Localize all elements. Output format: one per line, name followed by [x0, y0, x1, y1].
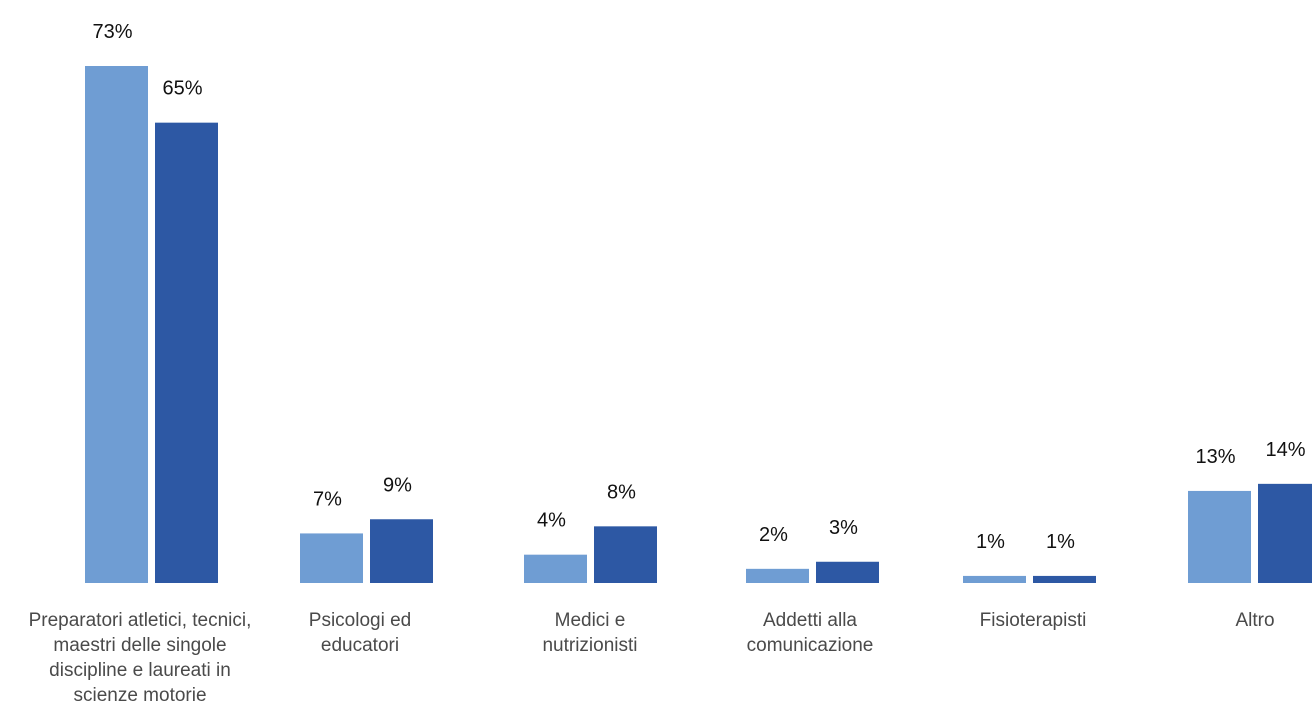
bar-s2-c3	[594, 526, 657, 583]
bar-s1-c6	[1188, 490, 1251, 583]
data-label-s1-c1: 73%	[92, 21, 132, 43]
data-label-s1-c5: 1%	[976, 531, 1005, 553]
x-tick-label-5: Fisioterapisti	[979, 610, 1087, 631]
data-label-s1-c2: 7%	[313, 488, 342, 510]
bar-s2-c5	[1033, 575, 1096, 583]
bar-s1-c4	[746, 568, 809, 583]
x-tick-label-1: Preparatori atletici, tecnici, maestri d…	[28, 610, 252, 706]
data-label-s2-c5: 1%	[1046, 531, 1075, 553]
x-tick-label-4: Addetti alla comunicazione	[746, 610, 874, 656]
bar-s1-c5	[963, 575, 1026, 583]
data-label-s2-c4: 3%	[829, 517, 858, 539]
bar-s1-c1	[85, 66, 148, 583]
bar-s2-c6	[1258, 483, 1312, 583]
bar-s1-c2	[300, 533, 363, 583]
bar-s2-c2	[370, 519, 433, 583]
data-label-s2-c1: 65%	[162, 78, 202, 100]
data-label-s2-c3: 8%	[607, 481, 636, 503]
data-label-s1-c4: 2%	[759, 524, 788, 546]
data-label-s2-c2: 9%	[383, 474, 412, 496]
data-label-s1-c6: 13%	[1195, 446, 1235, 468]
data-label-s2-c6: 14%	[1265, 439, 1305, 461]
x-tick-label-2: Psicologi ed educatori	[308, 610, 412, 656]
bar-s1-c3	[524, 554, 587, 583]
x-tick-label-3: Medici e nutrizionisti	[542, 610, 638, 656]
bar-s2-c4	[816, 561, 879, 583]
bar-s2-c1	[155, 122, 218, 583]
data-label-s1-c3: 4%	[537, 510, 566, 532]
